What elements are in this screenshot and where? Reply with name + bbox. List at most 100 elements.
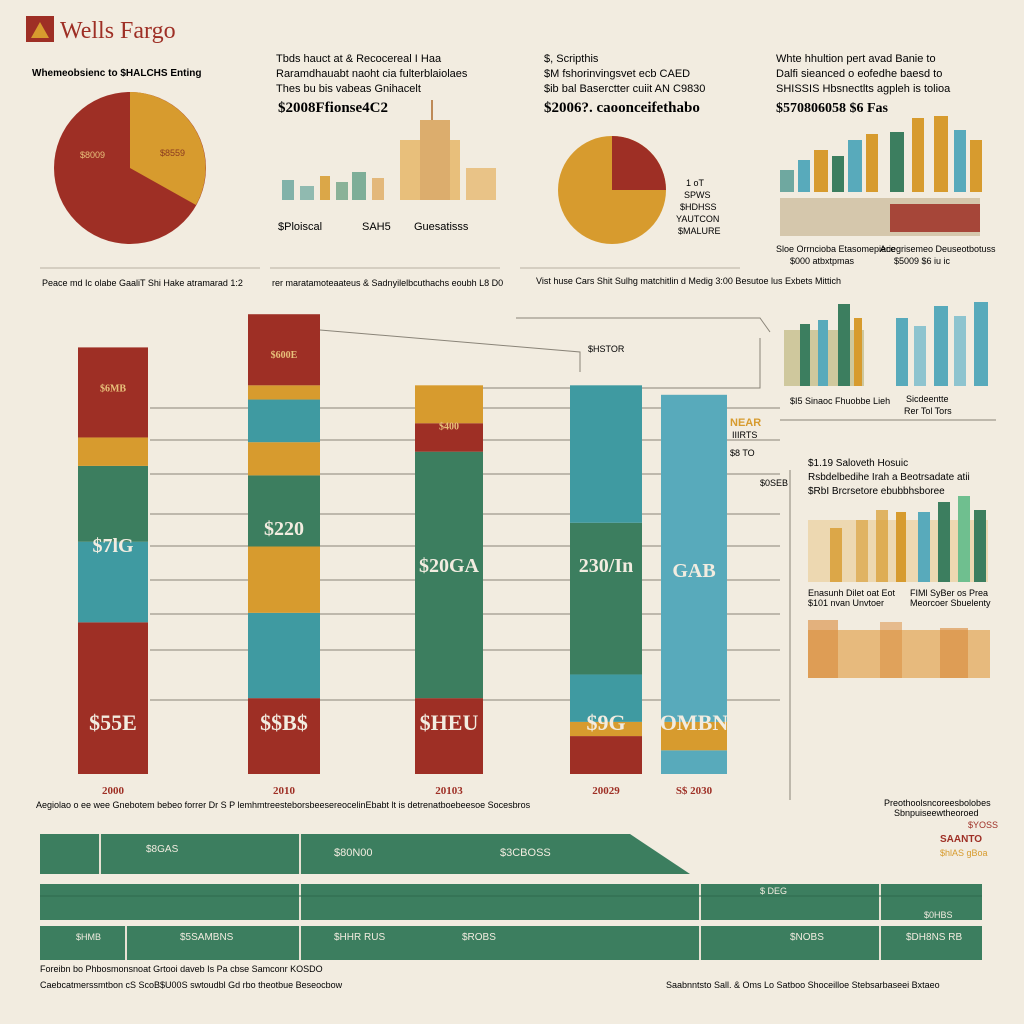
top-mid-line-1: Tbds hauct at & Recocereal I Haa	[276, 53, 442, 65]
footer-line-1: Foreibn bo Phbosmonsnoat Grtooi daveb Is…	[40, 964, 323, 974]
side-label-c: $8 TO	[730, 448, 755, 458]
bar-segment	[248, 385, 320, 400]
band-row3-label-1: $HMB	[76, 932, 101, 942]
bar-segment	[248, 698, 320, 774]
bottom-bands: $8GAS $80N00 $3CBOSS $ DEG $0HBS $HMB $5…	[40, 834, 982, 960]
right-mid-caption-2: Sicdeentte	[906, 394, 949, 404]
right-bar-illustration-1	[808, 496, 988, 582]
top-right-line-2: Dalfi sieanced o eofedhe baesd to	[776, 68, 942, 80]
bar-segment	[248, 399, 320, 443]
top-right-caption-3: Ariegrisemeo Deuseotbotuss	[880, 244, 996, 254]
bar-top-label: $400	[439, 421, 459, 432]
bottom-right-note-1: Preothoolsncoreesbolobes	[884, 798, 991, 808]
top-right-panel: Whte hhultion pert avad Banie to Dalfi s…	[776, 53, 996, 266]
top-center-line-2: $M fshorinvingsvet ecb CAED	[544, 68, 690, 80]
band-row2-label-1: $ DEG	[760, 886, 787, 896]
band-row3-label-3: $HHR RUS	[334, 932, 385, 943]
bar-segment	[248, 612, 320, 699]
bar-segment	[248, 314, 320, 386]
top-right-line-1: Whte hhultion pert avad Banie to	[776, 53, 936, 65]
bar-segment	[570, 522, 642, 675]
top-right-caption-2: $000 atbxtpmas	[790, 256, 855, 266]
top-center-panel: $, Scripthis $M fshorinvingsvet ecb CAED…	[520, 53, 841, 286]
footer-right: Saabnntsto Sall. & Oms Lo Satboo Shoceil…	[666, 980, 940, 990]
side-label-near: NEAR	[730, 417, 761, 429]
top-mid-line-2: Raramdhauabt naoht cia fulterblaiolaes	[276, 68, 468, 80]
right-mid-note-1: $1.19 Saloveth Hosuic	[808, 458, 908, 469]
top-center-line-3: $ib bal Baserctter cuiit AN C9830	[544, 83, 705, 95]
bar-bottom-label: $HEU	[420, 710, 479, 735]
band-row-1	[40, 834, 690, 874]
bar-category-label: 20029	[592, 785, 620, 797]
top-mid-caption: rer maratamoteaateus & Sadnyilelbcuthach…	[272, 278, 503, 288]
bar-segment	[78, 347, 148, 438]
stacked-bar-chart: $6MB $7lG $55E 2000 $600E $220 $$B$ 2010 $400 $20…	[78, 314, 740, 797]
right-middle-panel: $I5 Sinaoc Fhuobbe Lieh Sicdeentte Rer T…	[780, 302, 996, 800]
connector-lines	[319, 317, 771, 389]
right-bar-illustration-2	[808, 620, 990, 678]
bar-top-label: $6MB	[100, 383, 126, 394]
pie2-side-label-2: SPWS	[684, 190, 711, 200]
right-mid-note-3: $RbI Brcrsetore ebubbhsboree	[808, 486, 945, 497]
bar-bottom-label: $9G	[586, 710, 625, 735]
pie2-side-label-4: YAUTCON	[676, 214, 719, 224]
right-mid-caption-3: Rer Tol Tors	[904, 406, 952, 416]
bar-segment	[415, 698, 483, 774]
top-center-line-1: $, Scripthis	[544, 53, 599, 65]
connector-label: $HSTOR	[588, 344, 625, 354]
bar-value-label: $20GA	[419, 555, 480, 577]
bar-category-label: S$ 2030	[676, 785, 713, 797]
side-label-b: IIIRTS	[732, 430, 757, 440]
skyline-illustration	[282, 100, 496, 200]
bottom-intro: Aegiolao o ee wee Gnebotem bebeo forrer …	[36, 800, 531, 810]
side-label-d: $0SEB	[760, 478, 788, 488]
bar-segment	[570, 736, 642, 774]
band-row3-label-5: $NOBS	[790, 932, 824, 943]
bar-value-label: $220	[264, 518, 304, 540]
bar-category-label: 2000	[102, 785, 125, 797]
top-center-caption: Vist huse Cars Shit Sulhg matchitlin d M…	[536, 276, 841, 286]
bar-bottom-label: $$B$	[260, 710, 308, 735]
band-row3-label-4: $ROBS	[462, 932, 496, 943]
right-mid-bottom-caption-1: Enasunh Dilet oat Eot	[808, 588, 896, 598]
pie1-label-b: $8559	[160, 148, 185, 158]
top-center-headline: $2006?. caoonceifethabo	[544, 100, 700, 116]
bar-top-label: $600E	[271, 350, 298, 361]
band-row3-label-2: $5SAMBNS	[180, 932, 234, 943]
top-right-line-3: SHISSIS Hbsnectlts agpleh is tolioa	[776, 83, 951, 95]
bar-bottom-label: SOMBNS	[648, 710, 741, 735]
bar-segment	[570, 721, 642, 737]
right-mid-note-2: Rsbdelbedihe Irah a Beotrsadate atii	[808, 472, 970, 483]
bar-segment	[415, 451, 483, 699]
right-mid-caption-1: $I5 Sinaoc Fhuobbe Lieh	[790, 396, 890, 406]
bar-segment	[78, 541, 148, 623]
skyline-label-3: Guesatisss	[414, 221, 469, 233]
bar-value-label: GAB	[672, 560, 715, 582]
bottom-right-note-5: $hlAS gBoa	[940, 848, 988, 858]
bottom-right-note-3: $YOSS	[968, 820, 998, 830]
band-row1-label-2: $80N00	[334, 847, 373, 859]
bar-segment	[570, 674, 642, 722]
brand-logo: Wells Fargo	[26, 16, 176, 44]
bar-segment	[661, 721, 727, 751]
header-left-text: Whemeobsienc to $HALCHS Enting	[32, 68, 201, 79]
right-mid-bottom-caption-2: $101 nvan Unvtoer	[808, 598, 884, 608]
bar-segment	[78, 622, 148, 774]
pie1-caption: Peace md Ic olabe GaaliT Shi Hake atrama…	[42, 278, 243, 288]
bar-segment	[415, 385, 483, 424]
pie2-side-label-5: $MALURE	[678, 226, 721, 236]
pie1-slice-gold	[130, 92, 206, 205]
bar-segment	[570, 385, 642, 523]
band-row3-label-6: $DH8NS RB	[906, 932, 962, 943]
bottom-right-note-4: SAANTO	[940, 834, 982, 845]
band-row-3	[40, 926, 982, 960]
bar-segment	[248, 546, 320, 613]
bar-value-label: $7lG	[92, 535, 134, 557]
band-row1-label-3: $3CBOSS	[500, 847, 551, 859]
pie2-side-label-1: 1 oT	[686, 178, 705, 188]
bar-segment	[78, 465, 148, 542]
pie2-slice-red	[612, 136, 666, 190]
bottom-right-note-2: Sbnpuiseewtheoroed	[894, 808, 979, 818]
bar-bottom-label: $55E	[89, 710, 137, 735]
